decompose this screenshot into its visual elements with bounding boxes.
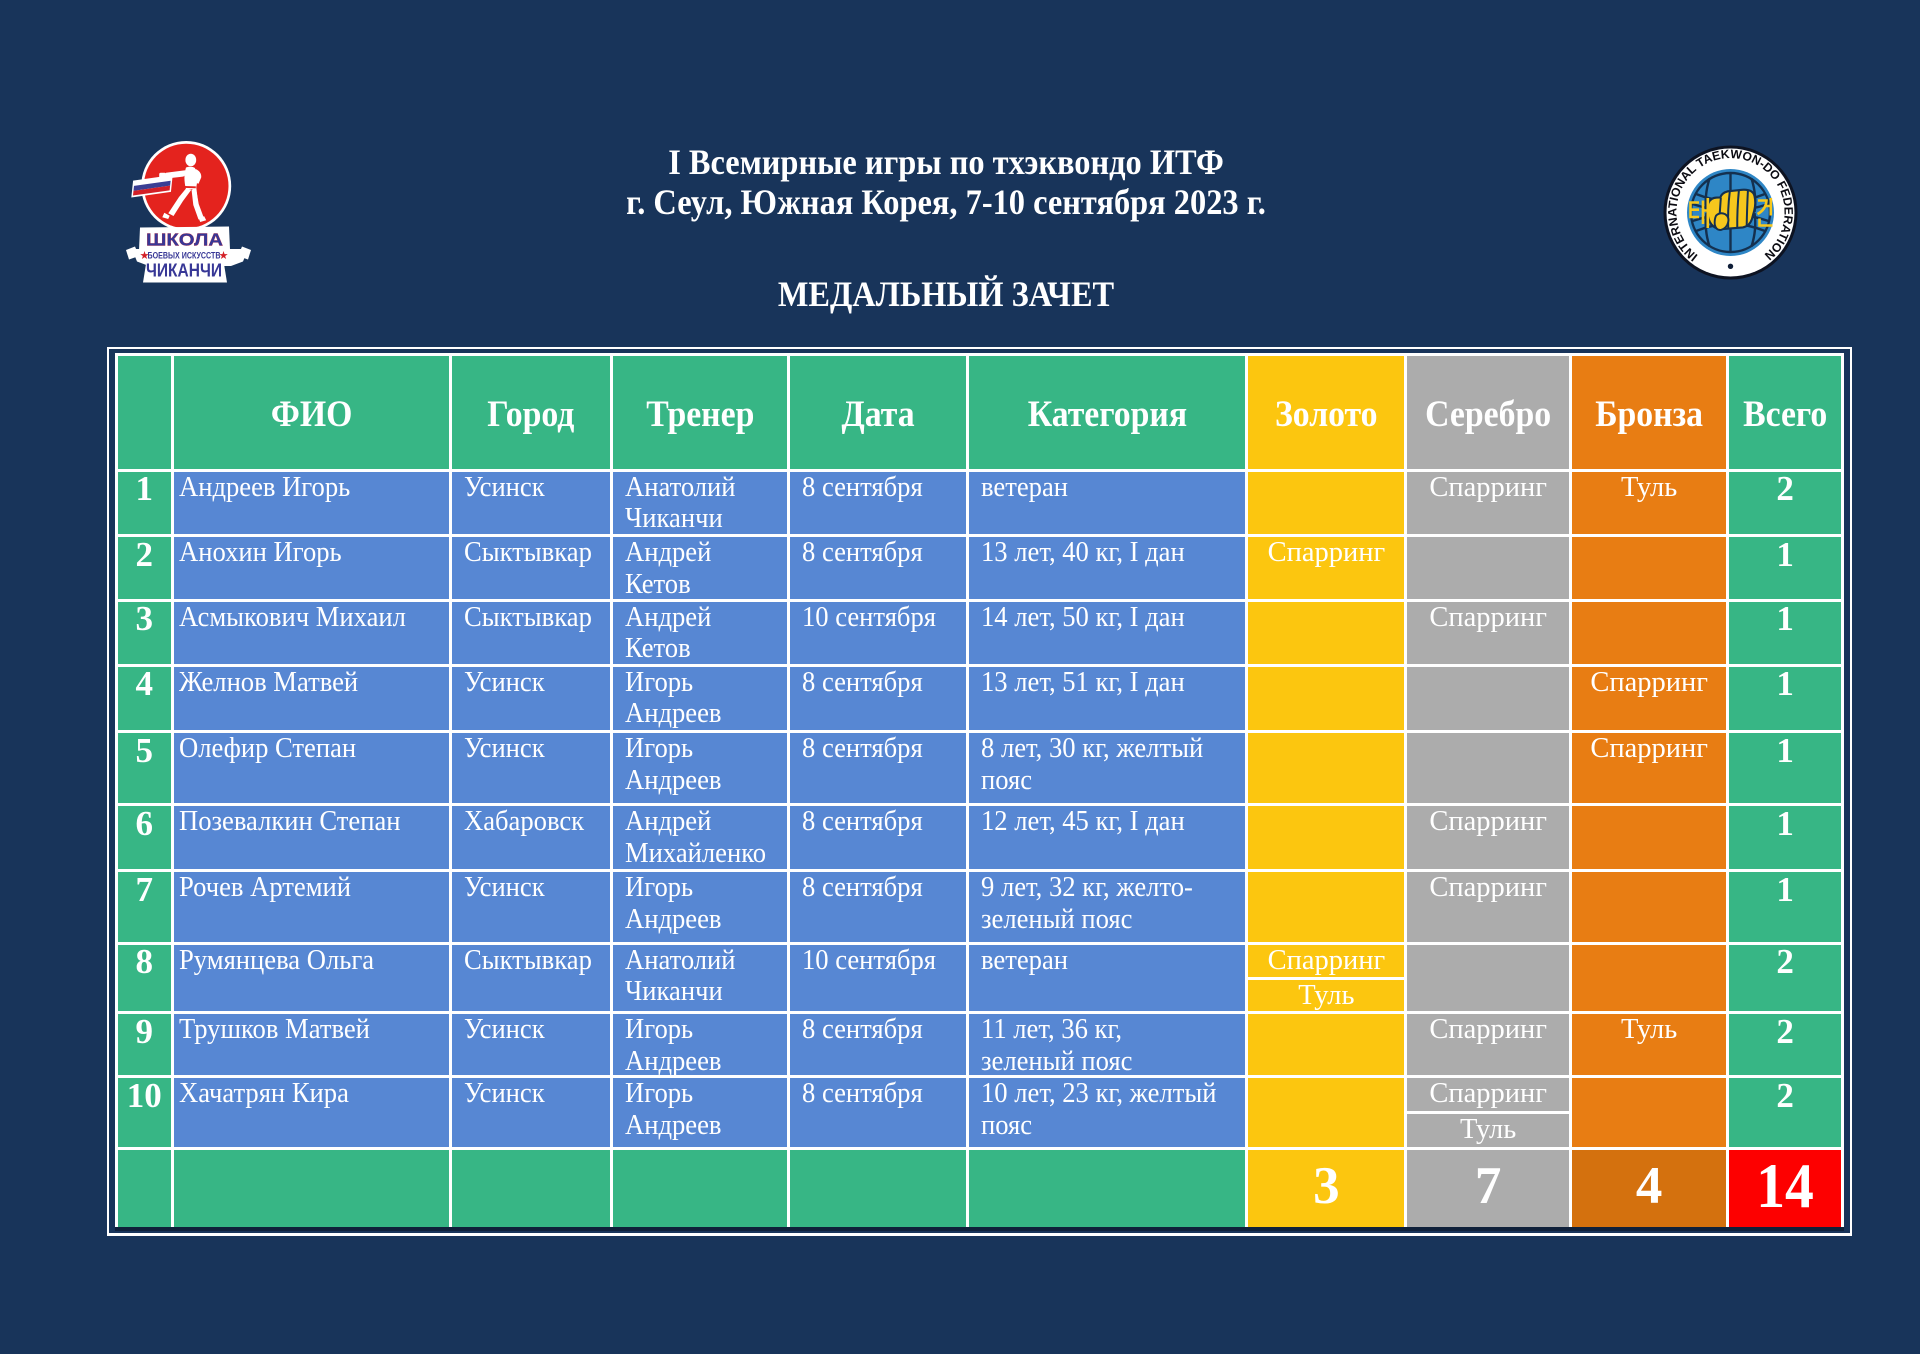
svg-text:БОЕВЫХ ИСКУССТВ: БОЕВЫХ ИСКУССТВ: [148, 251, 221, 262]
svg-text:ЧИКАНЧИ: ЧИКАНЧИ: [146, 259, 222, 280]
svg-text:★: ★: [219, 251, 228, 262]
svg-text:ШКОЛА: ШКОЛА: [146, 229, 223, 249]
svg-text:★: ★: [140, 251, 149, 262]
